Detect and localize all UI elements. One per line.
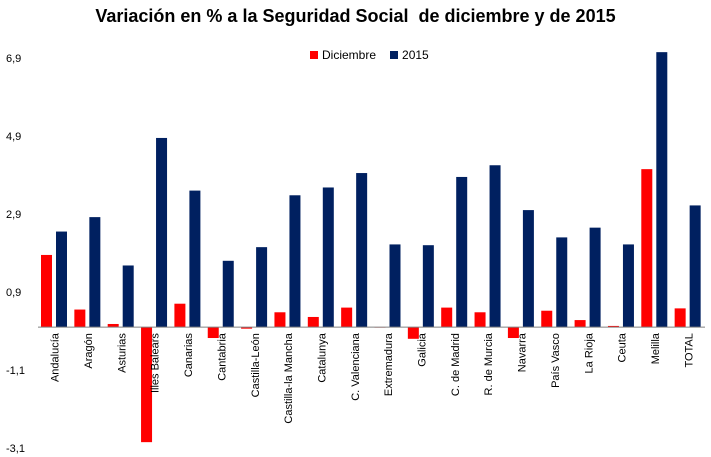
bar-2015 <box>322 187 334 328</box>
bar-diciembre <box>507 327 519 339</box>
category-label: Galicia <box>417 332 429 367</box>
bar-2015 <box>156 137 168 328</box>
legend-entry-diciembre: Diciembre <box>310 48 376 62</box>
y-tick-label: -3,1 <box>6 443 25 455</box>
bar-diciembre <box>574 320 586 328</box>
y-tick-label: 6,9 <box>6 53 21 65</box>
bar-diciembre <box>74 309 86 328</box>
category-label: Castilla-León <box>250 333 262 397</box>
bar-2015 <box>522 210 534 328</box>
bar-diciembre <box>607 325 619 328</box>
bar-diciembre <box>141 327 153 443</box>
legend: Diciembre 2015 <box>310 48 429 62</box>
category-label: Ceuta <box>617 332 629 362</box>
bar-diciembre <box>274 312 286 328</box>
bar-2015 <box>656 52 668 328</box>
bar-diciembre <box>174 303 186 328</box>
category-label: Melilla <box>650 332 662 364</box>
bar-diciembre <box>674 308 686 328</box>
bar-2015 <box>189 190 201 328</box>
y-tick-label: -1,1 <box>6 365 25 377</box>
bar-2015 <box>489 165 501 328</box>
legend-swatch-2015 <box>390 51 399 59</box>
bar-2015 <box>356 173 368 328</box>
bar-diciembre <box>107 323 119 328</box>
bar-2015 <box>689 205 701 328</box>
bar-2015 <box>256 247 268 328</box>
bar-2015 <box>622 244 634 328</box>
bar-2015 <box>456 176 468 328</box>
category-label: La Rioja <box>583 332 595 373</box>
y-tick-label: 0,9 <box>6 287 21 299</box>
bar-diciembre <box>641 169 653 328</box>
legend-label-diciembre: Diciembre <box>322 48 377 62</box>
category-label: Catalunya <box>316 332 328 382</box>
bar-diciembre <box>307 316 319 328</box>
bar-2015 <box>289 195 301 328</box>
category-label: Illes Balears <box>150 333 162 393</box>
bar-2015 <box>222 260 234 328</box>
category-label: C. de Madrid <box>450 333 462 396</box>
bar-diciembre <box>441 307 453 328</box>
y-tick-label: 4,9 <box>6 131 21 143</box>
bar-2015 <box>389 244 401 328</box>
bar-diciembre <box>207 327 219 339</box>
category-label: Asturias <box>116 333 128 373</box>
category-label: C. Valenciana <box>350 332 362 401</box>
legend-label-2015: 2015 <box>402 48 429 62</box>
bar-2015 <box>422 245 434 328</box>
category-label: Aragón <box>83 333 95 368</box>
bar-diciembre <box>541 310 553 328</box>
bar-2015 <box>556 237 568 328</box>
bar-diciembre <box>241 327 253 329</box>
bar-diciembre <box>407 327 419 339</box>
category-label: Extremadura <box>383 332 395 396</box>
bar-diciembre <box>41 254 52 328</box>
bar-2015 <box>89 217 101 328</box>
legend-swatch-diciembre <box>310 51 318 59</box>
category-label: Canarias <box>183 333 195 378</box>
chart-title: Variación en % a la Seguridad Social de … <box>95 6 616 26</box>
bar-2015 <box>589 227 601 328</box>
bar-2015 <box>56 231 67 328</box>
bar-diciembre <box>474 312 486 328</box>
category-label: R. de Murcia <box>483 332 495 395</box>
legend-entry-2015: 2015 <box>390 48 429 62</box>
y-tick-label: 2,9 <box>6 209 21 221</box>
category-label: Cantabria <box>216 332 228 381</box>
category-label: Andalucía <box>50 332 62 382</box>
category-label: Castilla-la Mancha <box>283 332 295 423</box>
bar-diciembre <box>341 307 353 328</box>
category-label: Navarra <box>517 332 529 372</box>
bar-2015 <box>122 265 134 328</box>
category-label: TOTAL <box>683 333 695 367</box>
category-label: País Vasco <box>550 333 562 388</box>
